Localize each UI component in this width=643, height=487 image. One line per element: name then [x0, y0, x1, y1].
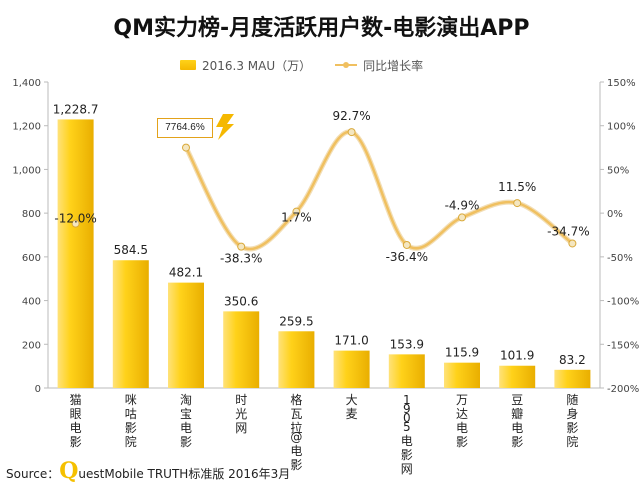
source-line: Source： Q uestMobile TRUTH标准版 2016年3月	[6, 458, 290, 482]
growth-label-3: -38.3%	[220, 252, 262, 266]
y-right-tick-label: -150%	[607, 340, 639, 351]
category-label-2: 淘宝电影	[180, 393, 192, 449]
y-right-tick-label: 0%	[607, 209, 623, 220]
growth-label-4: 1.7%	[281, 211, 312, 225]
y-right-tick-label: 50%	[607, 165, 629, 176]
legend: 2016.3 MAU（万） 同比增长率	[180, 56, 510, 74]
bar-0	[57, 119, 94, 388]
y-left-tick-label: 1,200	[12, 122, 41, 133]
legend-bar-label: 2016.3 MAU（万）	[202, 58, 312, 73]
legend-line-label: 同比增长率	[363, 58, 424, 73]
growth-point-6	[402, 240, 411, 249]
bar-6	[388, 354, 425, 388]
category-label-9: 随身影院	[566, 392, 578, 449]
bar-value-label-7: 115.9	[445, 346, 479, 360]
category-label-7: 万达电影	[456, 393, 468, 449]
y-right-tick-label: -100%	[607, 297, 639, 308]
y-right-tick-label: 100%	[607, 122, 636, 133]
y-right-tick-label: -200%	[607, 384, 639, 395]
legend-item-mau: 2016.3 MAU（万）	[180, 57, 311, 74]
bar-7	[444, 362, 480, 388]
y-left-tick-label: 400	[22, 297, 41, 308]
growth-point-3	[237, 242, 246, 251]
y-left-tick-label: 200	[22, 340, 41, 351]
bar-8	[499, 365, 536, 388]
bar-4	[278, 331, 315, 388]
growth-point-5	[347, 128, 356, 137]
lightning-bolt-icon	[216, 114, 234, 140]
category-label-1: 咪咕影院	[125, 393, 137, 449]
growth-point-9	[568, 239, 577, 248]
bar-value-label-8: 101.9	[500, 349, 534, 363]
legend-line-swatch	[335, 60, 358, 70]
axes-group: 0 200 400 600 800 1,000 1,200 1,400 -200% -150% -1…	[12, 78, 639, 476]
bar-9	[554, 369, 591, 388]
bar-value-label-5: 171.0	[334, 334, 368, 348]
y-left-tick-label: 600	[22, 253, 41, 264]
growth-label-9: -34.7%	[547, 224, 589, 238]
growth-label-7: -4.9%	[445, 198, 480, 212]
growth-line-group	[71, 128, 577, 252]
chart-title: QM实力榜-月度活跃用户数-电影演出APP	[113, 16, 530, 41]
bar-1	[112, 260, 149, 388]
bars-group	[57, 119, 591, 388]
growth-label-8: 11.5%	[498, 180, 536, 194]
growth-point-8	[513, 199, 522, 208]
category-label-0: 猫眼电影	[70, 393, 82, 449]
y-right-tick-label: -50%	[607, 253, 633, 264]
growth-label-5: 92.7%	[333, 109, 371, 123]
bar-value-label-1: 584.5	[114, 243, 148, 257]
y-left-tick-label: 1,400	[12, 78, 41, 89]
bar-value-label-9: 83.2	[559, 353, 586, 367]
bar-5	[333, 350, 370, 388]
y-left-tick-label: 1,000	[12, 165, 41, 176]
bar-2	[168, 282, 204, 388]
category-label-6: 1 9 0 5 电影网	[401, 393, 413, 476]
source-prefix: Source：	[6, 467, 60, 481]
category-label-5: 大麦	[346, 393, 358, 421]
source-text: uestMobile TRUTH标准版 2016年3月	[78, 467, 291, 481]
category-label-8: 豆瓣电影	[511, 393, 523, 449]
bar-3	[223, 311, 260, 388]
questmobile-q-logo: Q	[59, 458, 79, 484]
bar-value-label-4: 259.5	[279, 314, 313, 328]
callout-box: 7764.6%	[157, 118, 213, 138]
y-right-tick-label: 150%	[607, 78, 636, 89]
growth-point-0	[71, 219, 80, 228]
bar-value-label-2: 482.1	[169, 266, 203, 280]
labels-group: 1,228.7 584.5 482.1 350.6 259.5 171.0 153.9 115…	[53, 102, 590, 366]
legend-item-growth: 同比增长率	[335, 57, 423, 74]
growth-point-4	[292, 207, 301, 216]
bar-value-label-6: 153.9	[390, 337, 424, 351]
bar-value-label-3: 350.6	[224, 294, 258, 308]
category-label-4: 格瓦拉@电影	[290, 392, 302, 472]
y-left-tick-label: 0	[35, 384, 41, 395]
y-left-tick-label: 800	[22, 209, 41, 220]
growth-label-0: -12.0%	[54, 212, 96, 226]
growth-label-6: -36.4%	[386, 250, 428, 264]
category-label-3: 时光网	[235, 393, 247, 435]
legend-bar-swatch	[180, 60, 196, 70]
bar-value-label-0: 1,228.7	[53, 102, 99, 116]
growth-point-2	[182, 143, 190, 152]
growth-point-7	[458, 213, 466, 222]
